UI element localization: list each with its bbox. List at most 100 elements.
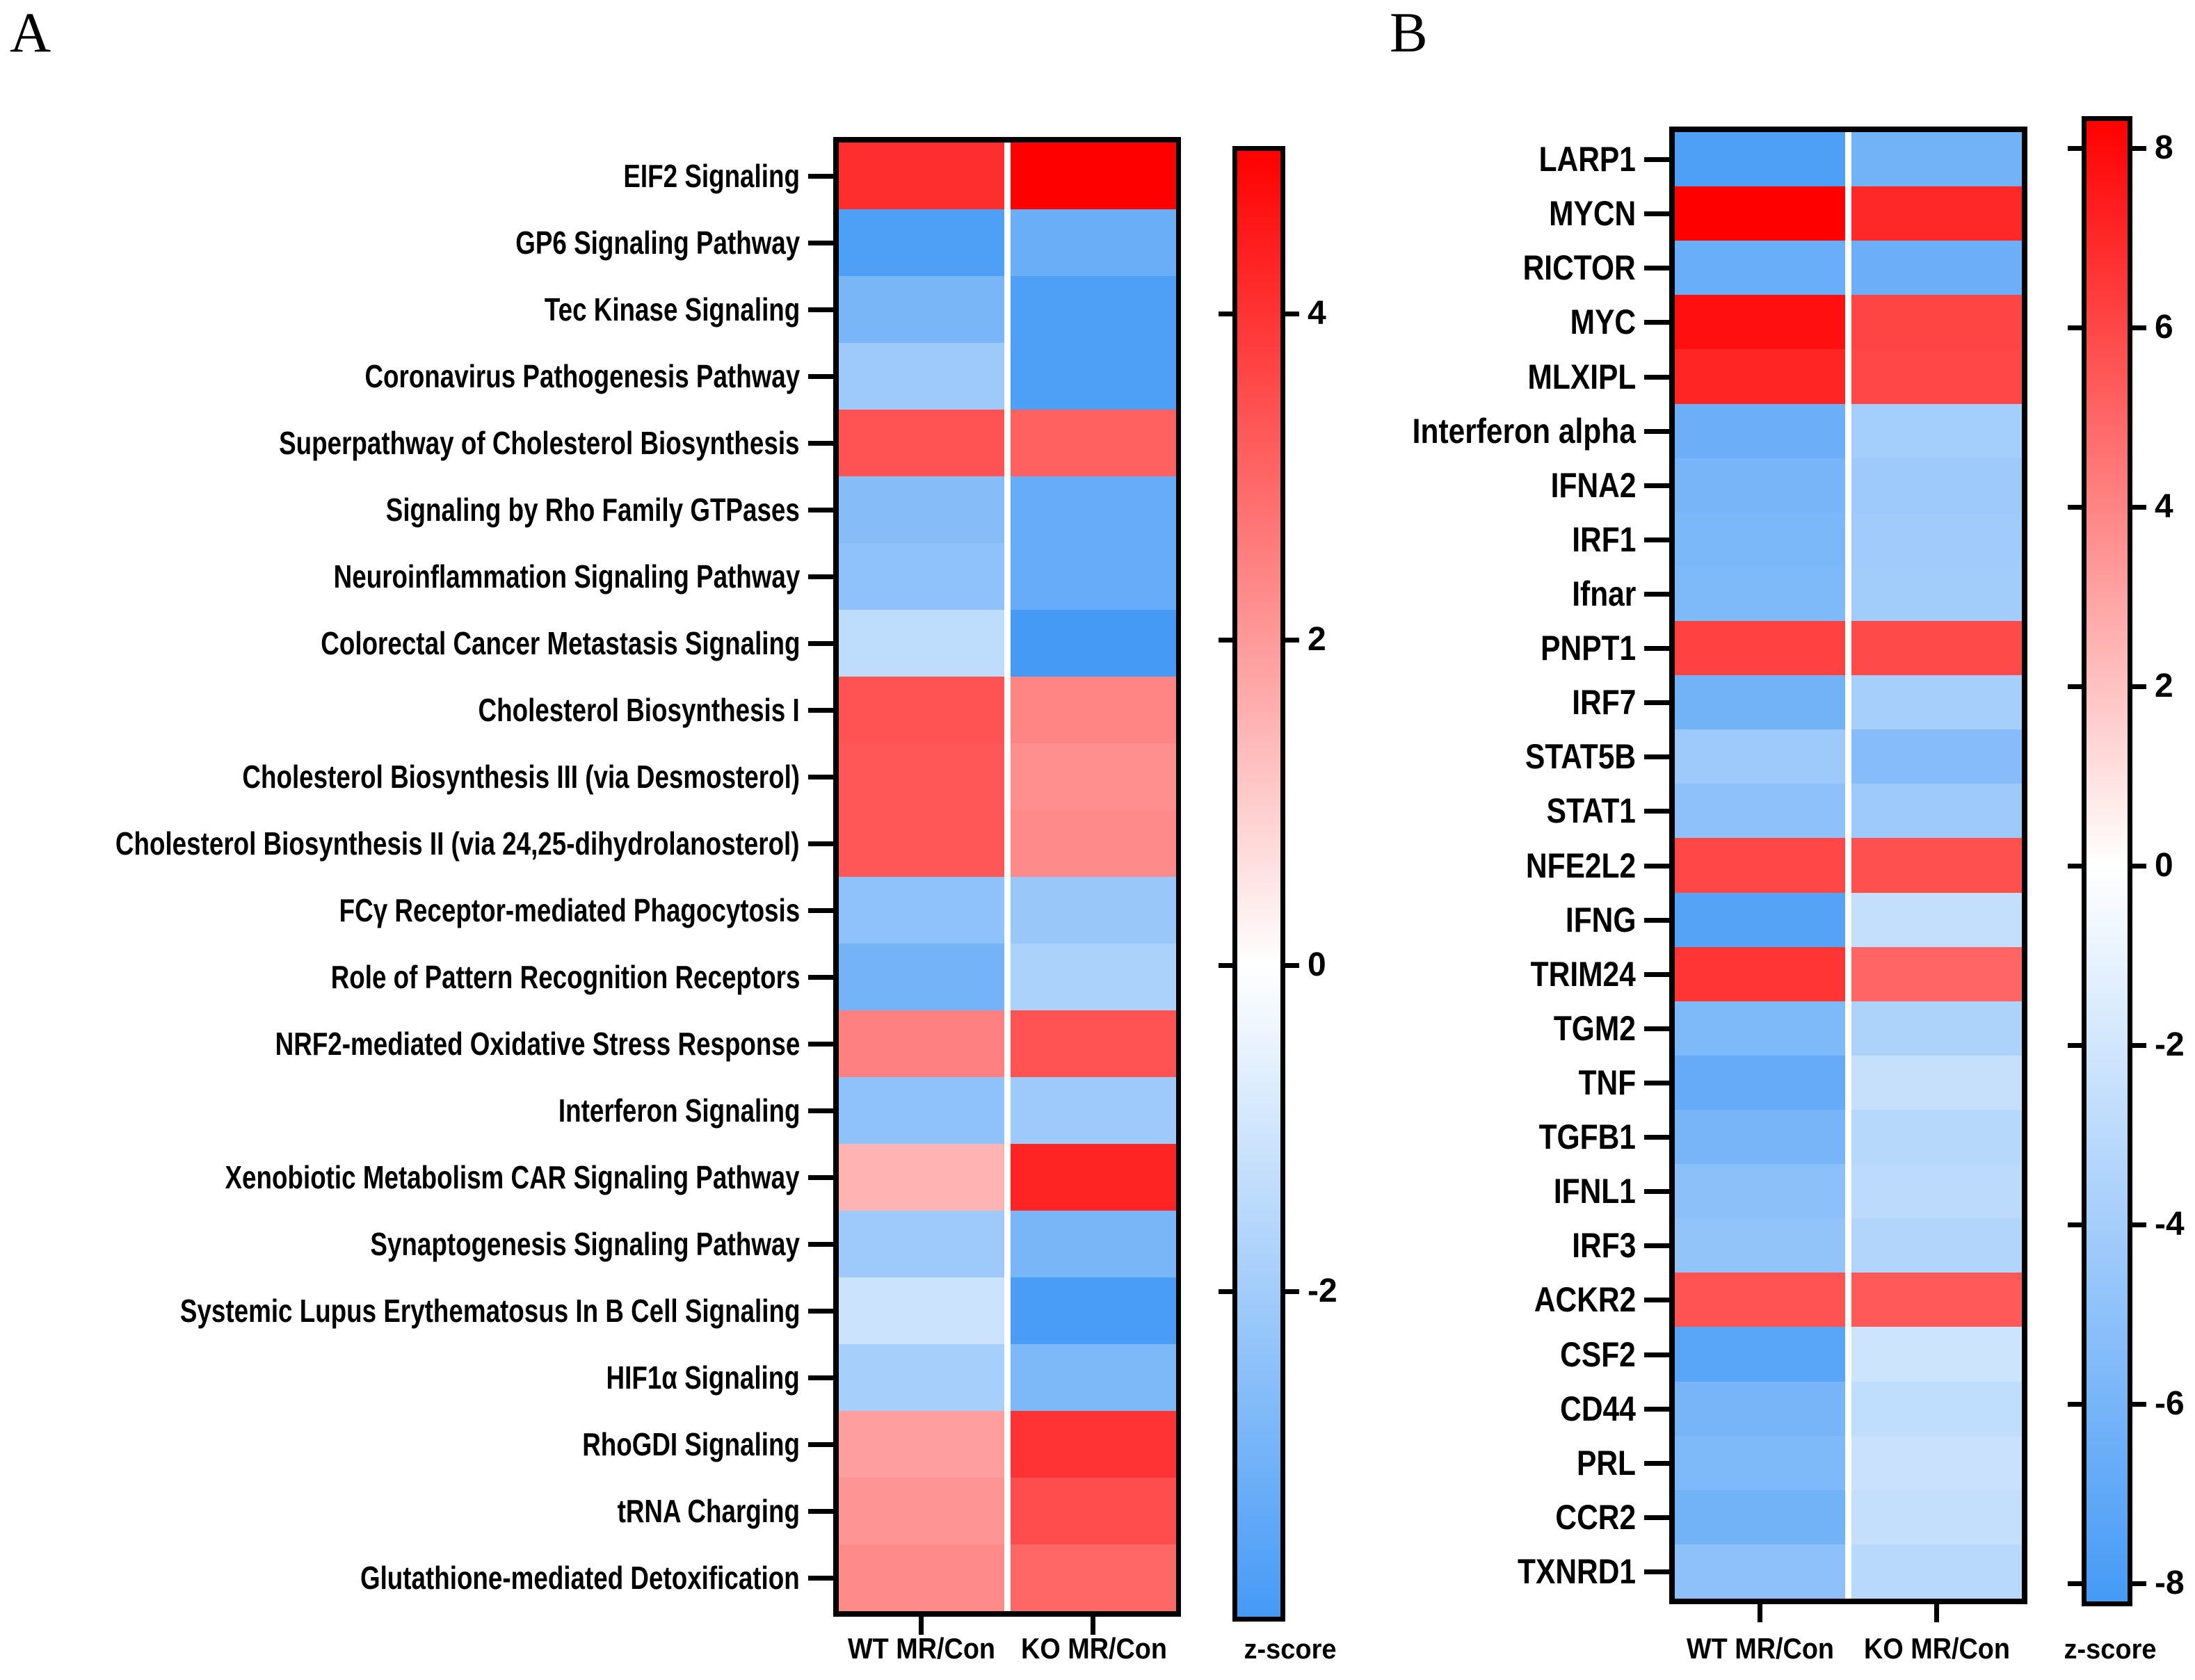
- y-axis-tick: [1644, 700, 1669, 705]
- y-axis-tick: [1644, 1352, 1669, 1357]
- colorbar-tick-label: -6: [2155, 1385, 2185, 1422]
- y-axis-tick: [808, 574, 833, 579]
- y-axis-tick: [808, 307, 833, 312]
- x-axis-tick: [1758, 1604, 1762, 1622]
- row-label: FCγ Receptor-mediated Phagocytosis: [339, 892, 800, 928]
- heatmap-cell: [1675, 1382, 1845, 1436]
- heatmap-cell: [839, 1144, 1004, 1211]
- panel-a-col-label-ko: KO MR/Con: [1021, 1632, 1167, 1665]
- colorbar-tick-label: 0: [1308, 946, 1326, 983]
- y-axis-tick: [808, 1242, 833, 1247]
- heatmap-cell: [839, 1211, 1004, 1277]
- heatmap-cell: [839, 1478, 1004, 1544]
- panel-a-colorbar: [1232, 146, 1285, 1622]
- heatmap-cell: [1851, 675, 2022, 729]
- heatmap-cell: [1851, 1544, 2022, 1599]
- heatmap-cell: [1010, 677, 1176, 743]
- row-label: STAT1: [1546, 791, 1636, 830]
- row-label: CD44: [1560, 1389, 1636, 1428]
- row-label: MLXIPL: [1527, 357, 1636, 396]
- y-axis-tick: [808, 1509, 833, 1514]
- heatmap-cell: [1851, 1164, 2022, 1218]
- y-axis-tick: [808, 1042, 833, 1047]
- heatmap-cell: [1010, 1478, 1176, 1544]
- y-axis-tick: [1644, 320, 1669, 325]
- colorbar-tick: [2068, 146, 2082, 151]
- panel-a-letter: A: [10, 1, 51, 64]
- row-label: Systemic Lupus Erythematosus In B Cell S…: [179, 1293, 800, 1329]
- y-axis-tick: [1644, 211, 1669, 216]
- y-axis-tick: [1644, 646, 1669, 651]
- heatmap-cell: [1010, 1344, 1176, 1411]
- heatmap-cell: [839, 209, 1004, 276]
- heatmap-cell: [1851, 1273, 2022, 1327]
- heatmap-cell: [1675, 893, 1845, 947]
- colorbar-tick-label: 4: [1308, 295, 1326, 332]
- heatmap-cell: [1010, 1411, 1176, 1478]
- row-label: TNF: [1578, 1063, 1636, 1102]
- colorbar-tick: [2068, 505, 2082, 510]
- colorbar-tick: [2132, 864, 2146, 869]
- panel-b-col-label-wt: WT MR/Con: [1686, 1632, 1835, 1665]
- heatmap-cell: [839, 410, 1004, 476]
- row-label: Neuroinflammation Signaling Pathway: [333, 558, 800, 595]
- y-axis-tick: [1644, 592, 1669, 597]
- heatmap-cell: [1675, 349, 1845, 404]
- row-label: TXNRD1: [1517, 1552, 1636, 1591]
- y-axis-tick: [808, 1442, 833, 1447]
- colorbar-tick-label: 2: [2155, 668, 2173, 704]
- heatmap-cell: [1851, 186, 2022, 241]
- y-axis-tick: [808, 975, 833, 980]
- x-axis-tick: [1934, 1604, 1939, 1622]
- row-label: Cholesterol Biosynthesis II (via 24,25-d…: [115, 825, 800, 862]
- heatmap-cell: [1675, 458, 1845, 512]
- panel-b-heatmap: [1669, 127, 2027, 1604]
- colorbar-tick-label: -2: [1308, 1273, 1337, 1309]
- row-label: Superpathway of Cholesterol Biosynthesis: [279, 425, 800, 461]
- heatmap-cell: [1010, 410, 1176, 476]
- heatmap-cell: [1851, 404, 2022, 458]
- heatmap-cell: [1010, 944, 1176, 1010]
- heatmap-cell: [1675, 132, 1845, 186]
- y-axis-tick: [808, 908, 833, 913]
- heatmap-cell: [839, 276, 1004, 343]
- heatmap-cell: [1675, 1001, 1845, 1056]
- panel-a-col-label-wt: WT MR/Con: [847, 1632, 996, 1665]
- row-label: TGM2: [1553, 1009, 1636, 1048]
- colorbar-tick-label: -2: [2155, 1026, 2185, 1063]
- panel-a-heatmap: [833, 137, 1181, 1617]
- panel-b-col-label-ko: KO MR/Con: [1864, 1632, 2010, 1665]
- row-label: IFNG: [1565, 900, 1636, 939]
- heatmap-cell: [839, 877, 1004, 944]
- heatmap-cell: [839, 1077, 1004, 1144]
- heatmap-cell: [1010, 743, 1176, 810]
- row-label: Coronavirus Pathogenesis Pathway: [364, 358, 800, 394]
- heatmap-cell: [839, 476, 1004, 543]
- colorbar-tick: [1285, 638, 1299, 643]
- y-axis-tick: [1644, 1461, 1669, 1466]
- y-axis-tick: [808, 1375, 833, 1380]
- heatmap-cell: [839, 677, 1004, 743]
- row-label: Tec Kinase Signaling: [544, 291, 800, 328]
- colorbar-tick: [2068, 1402, 2082, 1407]
- y-axis-tick: [1644, 1569, 1669, 1574]
- row-label: Glutathione-mediated Detoxification: [360, 1560, 800, 1596]
- heatmap-cell: [1675, 186, 1845, 241]
- row-label: Interferon Signaling: [558, 1092, 800, 1129]
- y-axis-tick: [808, 374, 833, 379]
- row-label: TGFB1: [1538, 1117, 1636, 1156]
- y-axis-tick: [808, 241, 833, 245]
- heatmap-cell: [1675, 404, 1845, 458]
- heatmap-cell: [1010, 343, 1176, 410]
- heatmap-cell: [1675, 729, 1845, 784]
- heatmap-cell: [1675, 784, 1845, 838]
- heatmap-cell: [1675, 838, 1845, 893]
- heatmap-cell: [1851, 1382, 2022, 1436]
- x-axis-tick: [1091, 1617, 1095, 1635]
- y-axis-tick: [808, 1175, 833, 1180]
- heatmap-cell: [839, 944, 1004, 1010]
- colorbar-tick-label: 8: [2155, 129, 2173, 166]
- heatmap-cell: [1010, 1144, 1176, 1211]
- heatmap-cell: [1010, 1010, 1176, 1077]
- colorbar-tick-label: -4: [2155, 1206, 2185, 1243]
